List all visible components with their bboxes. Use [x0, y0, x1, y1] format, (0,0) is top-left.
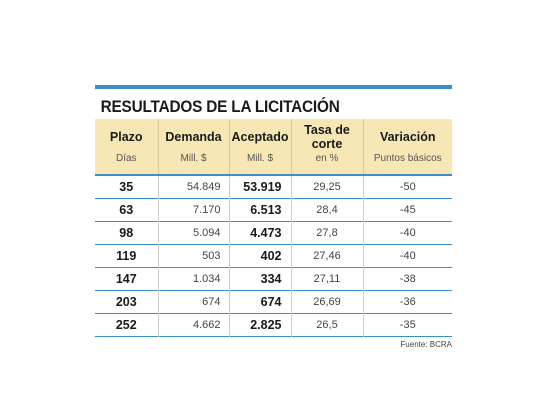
- cell-demanda: 4.662: [158, 313, 230, 336]
- subheader-tasa: en %: [291, 152, 364, 175]
- cell-demanda: 5.094: [158, 221, 230, 244]
- cell-variacion: -38: [399, 272, 416, 285]
- results-table: Plazo Demanda Aceptado Tasa de corte Var…: [95, 119, 452, 337]
- header-plazo: Plazo: [95, 119, 159, 152]
- table-row: 63 7.170 6.513 28,4 -45: [95, 198, 452, 221]
- table-row: 35 54.849 53.919 29,25 -50: [95, 175, 452, 198]
- subheader-plazo: Días: [95, 152, 159, 175]
- header-tasa: Tasa de corte: [291, 119, 364, 152]
- cell-variacion: -50: [399, 180, 416, 193]
- cell-demanda: 503: [158, 244, 230, 267]
- cell-variacion: -36: [399, 295, 416, 308]
- cell-aceptado: 6.513: [229, 198, 292, 221]
- cell-aceptado: 674: [229, 290, 292, 313]
- subheader-demanda: Mill. $: [158, 152, 230, 175]
- table-row: 98 5.094 4.473 27,8 -40: [95, 221, 452, 244]
- cell-aceptado: 402: [229, 244, 292, 267]
- cell-plazo: 147: [95, 267, 159, 290]
- cell-aceptado: 2.825: [229, 313, 292, 336]
- cell-tasa: 27,46: [291, 244, 364, 267]
- table-row: 147 1.034 334 27,11 -38: [95, 267, 452, 290]
- cell-variacion: -45: [399, 203, 416, 216]
- cell-plazo: 63: [95, 198, 159, 221]
- cell-demanda: 1.034: [158, 267, 230, 290]
- cell-variacion: -40: [399, 249, 416, 262]
- cell-variacion: -35: [399, 318, 416, 331]
- cell-tasa: 29,25: [291, 175, 364, 198]
- table-title: RESULTADOS DE LA LICITACIÓN: [100, 98, 340, 116]
- cell-tasa: 27,11: [291, 267, 364, 290]
- source-note: Fuente: BCRA: [400, 339, 452, 349]
- cell-aceptado: 4.473: [229, 221, 292, 244]
- cell-plazo: 119: [95, 244, 159, 267]
- table-row: 119 503 402 27,46 -40: [95, 244, 452, 267]
- subheader-aceptado: Mill. $: [229, 152, 292, 175]
- cell-demanda: 674: [158, 290, 230, 313]
- table-row: 252 4.662 2.825 26,5 -35: [95, 313, 452, 336]
- cell-tasa: 26,69: [291, 290, 364, 313]
- cell-demanda: 7.170: [158, 198, 230, 221]
- subheader-row: Días Mill. $ Mill. $ en % Puntos básicos: [95, 152, 452, 175]
- header-aceptado: Aceptado: [229, 119, 292, 152]
- cell-aceptado: 334: [229, 267, 292, 290]
- cell-tasa: 27,8: [291, 221, 364, 244]
- cell-tasa: 28,4: [291, 198, 364, 221]
- results-table-card: RESULTADOS DE LA LICITACIÓN Plazo Demand…: [95, 85, 452, 349]
- cell-plazo: 35: [95, 175, 159, 198]
- top-rule: [95, 85, 452, 89]
- cell-plazo: 252: [95, 313, 159, 336]
- cell-plazo: 203: [95, 290, 159, 313]
- table-row: 203 674 674 26,69 -36: [95, 290, 452, 313]
- cell-aceptado: 53.919: [229, 175, 292, 198]
- header-row: Plazo Demanda Aceptado Tasa de corte Var…: [95, 119, 452, 152]
- cell-plazo: 98: [95, 221, 159, 244]
- header-demanda: Demanda: [158, 119, 230, 152]
- cell-demanda: 54.849: [158, 175, 230, 198]
- subheader-variacion: Puntos básicos: [373, 153, 442, 164]
- cell-variacion: -40: [399, 226, 416, 239]
- header-variacion: Variación: [379, 130, 436, 144]
- cell-tasa: 26,5: [291, 313, 364, 336]
